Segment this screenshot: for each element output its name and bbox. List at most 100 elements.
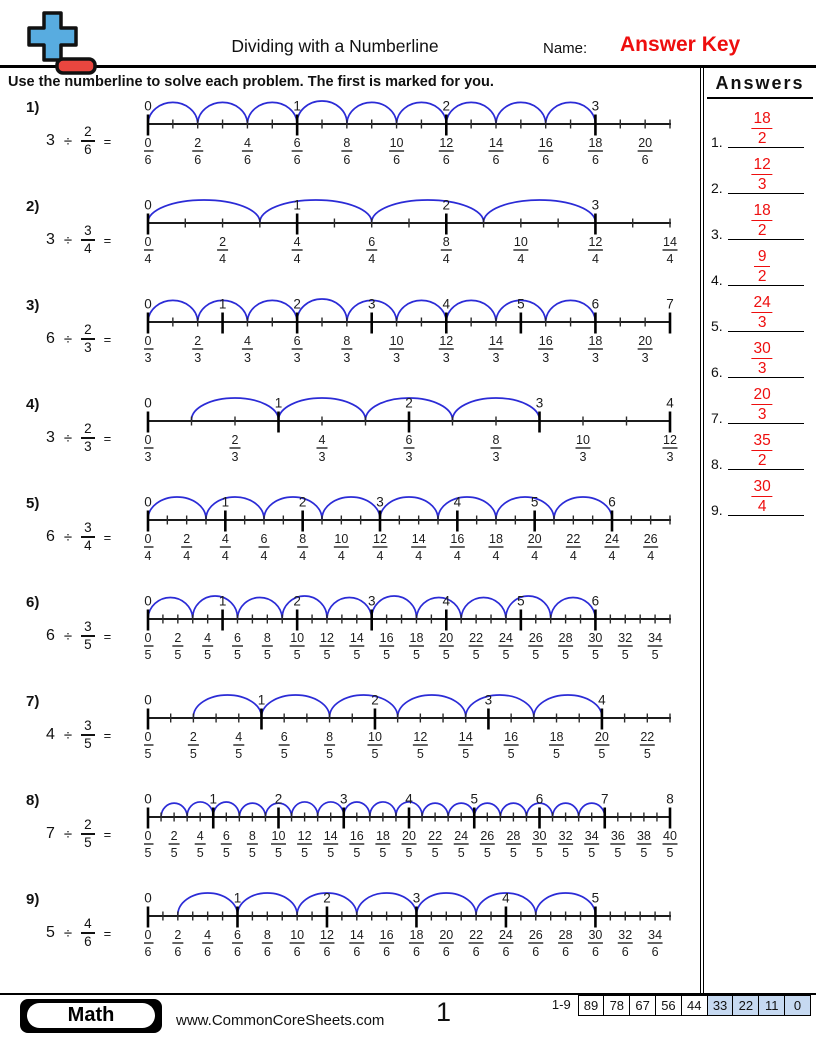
fraction-denominator: 6 — [383, 945, 390, 959]
fraction-denominator: 4 — [454, 549, 461, 563]
integer-label: 7 — [601, 792, 609, 807]
problem-row-5: 5) 6 ÷ 3 4 = 0 1 2 3 4 5 6 0 4 2 4 4 4 6 4 8 4 10 4 12 4 14 4 16 4 18 4 2… — [0, 492, 700, 591]
fraction-denominator: 4 — [261, 549, 268, 563]
fraction-denominator: 6 — [174, 945, 181, 959]
integer-label: 0 — [144, 693, 152, 708]
hop-arc — [370, 199, 485, 223]
fraction-numerator: 22 — [428, 829, 442, 843]
division-expression: 7 ÷ 2 5 = — [46, 815, 111, 853]
integer-label: 5 — [517, 297, 525, 312]
problem-number: 6) — [26, 594, 40, 611]
answer-blank-line — [728, 192, 804, 194]
integer-label: 1 — [222, 495, 230, 510]
integer-label: 0 — [144, 396, 152, 411]
divisor-numerator: 3 — [84, 519, 92, 535]
fraction-numerator: 30 — [588, 631, 602, 645]
numberline-9: 0 1 2 3 4 50626466686106126146166186206226246… — [144, 891, 671, 959]
fraction-numerator: 38 — [637, 829, 651, 843]
fraction-denominator: 5 — [281, 747, 288, 761]
fraction-numerator: 16 — [504, 730, 518, 744]
integer-label: 8 — [666, 792, 674, 807]
problem-row-4: 4) 3 ÷ 2 3 = 0 1 2 3 4 0 3 2 3 4 3 6 3 8 3 10 3 12 3 — [0, 393, 700, 492]
fraction-denominator: 5 — [417, 747, 424, 761]
answer-item-5: 5. 24 3 — [711, 291, 804, 337]
fraction-numerator: 12 — [373, 532, 387, 546]
fraction-denominator: 5 — [484, 846, 491, 860]
answer-blank-line — [728, 238, 804, 240]
division-sign: ÷ — [63, 627, 73, 645]
divisor-fraction-bar — [81, 239, 95, 241]
fraction-denominator: 4 — [338, 549, 345, 563]
divisor-numerator: 2 — [84, 123, 92, 139]
hop-arc — [499, 802, 528, 817]
hop-arc — [415, 892, 477, 916]
hop-arc — [236, 892, 298, 916]
fraction-numerator: 4 — [244, 136, 251, 150]
fraction-numerator: 18 — [410, 631, 424, 645]
fraction-numerator: 26 — [529, 928, 543, 942]
fraction-denominator: 4 — [443, 252, 450, 266]
integer-label: 5 — [531, 495, 539, 510]
integer-label: 0 — [144, 495, 152, 510]
fraction-numerator: 0 — [145, 433, 152, 447]
fraction-numerator: 0 — [145, 136, 152, 150]
problem-number: 5) — [26, 495, 40, 512]
website-url: www.CommonCoreSheets.com — [176, 1012, 385, 1029]
fraction-denominator: 5 — [323, 648, 330, 662]
score-box-11: 11 — [758, 995, 786, 1016]
fraction-denominator: 5 — [432, 846, 439, 860]
fraction-denominator: 4 — [667, 252, 674, 266]
hop-arc — [451, 397, 541, 421]
fraction-numerator: 8 — [249, 829, 256, 843]
fraction-numerator: 12 — [439, 334, 453, 348]
divisor-fraction-bar — [81, 932, 95, 934]
logo-graphic — [27, 11, 97, 75]
score-box-56: 56 — [654, 995, 682, 1016]
integer-label: 4 — [443, 594, 451, 609]
hop-arc — [355, 892, 418, 916]
fraction-denominator: 6 — [443, 945, 450, 959]
hop-arc — [190, 397, 280, 421]
divisor-denominator: 5 — [84, 637, 92, 653]
fraction-numerator: 8 — [443, 235, 450, 249]
integer-label: 6 — [592, 594, 600, 609]
hop-arc — [205, 496, 265, 520]
hop-arc — [296, 892, 358, 916]
instructions: Use the numberline to solve each problem… — [8, 74, 494, 90]
fraction-numerator: 8 — [343, 136, 350, 150]
answer-numerator: 35 — [753, 431, 771, 449]
answer-item-7: 7. 20 3 — [711, 383, 804, 429]
hop-arc — [495, 299, 547, 322]
fraction-denominator: 6 — [542, 153, 549, 167]
fraction-numerator: 16 — [350, 829, 364, 843]
answer-denominator: 3 — [757, 405, 767, 423]
fraction-numerator: 26 — [529, 631, 543, 645]
integer-label: 7 — [666, 297, 674, 312]
fraction-numerator: 34 — [585, 829, 599, 843]
divisor-denominator: 4 — [84, 241, 92, 257]
fraction-denominator: 3 — [232, 450, 239, 464]
answer-key-text: Answer Key — [620, 33, 741, 56]
dividend: 3 — [46, 231, 55, 248]
answer-number: 2. — [711, 180, 723, 196]
fraction-denominator: 5 — [598, 747, 605, 761]
integer-label: 2 — [371, 693, 379, 708]
fraction-denominator: 5 — [190, 747, 197, 761]
hop-arc — [296, 298, 348, 322]
fraction-numerator: 2 — [194, 334, 201, 348]
fraction-denominator: 4 — [592, 252, 599, 266]
fraction-denominator: 3 — [145, 351, 152, 365]
divisor-numerator: 2 — [84, 816, 92, 832]
fraction-numerator: 4 — [244, 334, 251, 348]
fraction-denominator: 3 — [145, 450, 152, 464]
divisor-denominator: 3 — [84, 439, 92, 455]
fraction-numerator: 0 — [145, 334, 152, 348]
fraction-numerator: 8 — [264, 631, 271, 645]
fraction-numerator: 12 — [320, 928, 334, 942]
integer-label: 5 — [470, 792, 478, 807]
division-sign: ÷ — [63, 726, 73, 744]
